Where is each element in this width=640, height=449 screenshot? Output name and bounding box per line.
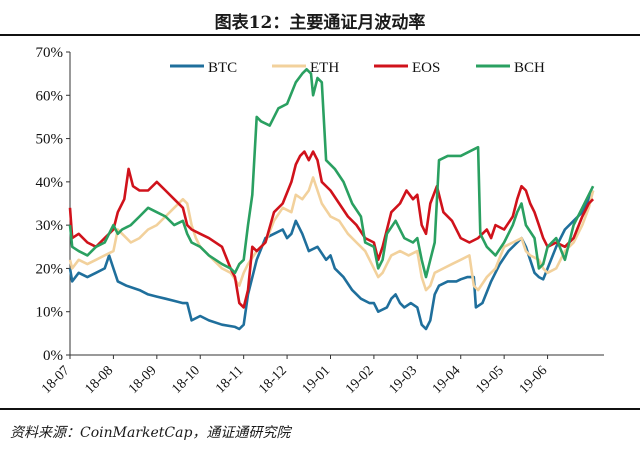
x-tick-label: 18-12 (256, 363, 290, 397)
y-tick-label: 70% (36, 45, 64, 61)
y-tick-label: 20% (36, 261, 64, 277)
x-tick-label: 19-05 (473, 363, 507, 397)
chart-title: 图表12：主要通证月波动率 (214, 13, 426, 33)
legend-label-eos: EOS (412, 60, 440, 76)
x-tick-label: 18-09 (126, 363, 160, 397)
x-tick-label: 19-04 (430, 363, 464, 397)
y-tick-label: 50% (36, 132, 64, 148)
y-tick-label: 10% (36, 305, 64, 321)
x-tick-label: 18-10 (169, 363, 203, 397)
chart-lines (68, 68, 595, 331)
legend-label-btc: BTC (208, 60, 237, 76)
x-tick-label: 19-03 (386, 363, 420, 397)
y-tick-label: 0% (43, 348, 63, 364)
y-tick-label: 60% (36, 88, 64, 104)
series-line-btc (68, 189, 595, 331)
x-tick-label: 19-02 (343, 363, 377, 397)
x-tick-label: 19-01 (300, 363, 334, 397)
chart-axes: 0% 10% 20% 30% 40% 50% 60% 70% 18-07 18-08 18-09 18… (36, 45, 604, 397)
x-tick-label: 19-06 (517, 363, 551, 397)
line-chart: 0% 10% 20% 30% 40% 50% 60% 70% 18-07 18-08 18-09 18… (36, 45, 604, 397)
source-divider (0, 408, 640, 410)
chart-legend: BTC ETH EOS BCH (170, 60, 545, 76)
source-note: 资料来源：CoinMarketCap，通证通研究院 (10, 425, 291, 441)
x-tick-label: 18-11 (213, 363, 246, 396)
legend-label-bch: BCH (514, 60, 545, 76)
x-tick-label: 18-07 (39, 363, 73, 397)
series-line-bch (68, 68, 595, 279)
y-tick-label: 30% (36, 218, 64, 234)
title-divider (0, 34, 640, 36)
legend-label-eth: ETH (310, 60, 339, 76)
series-line-eos (68, 150, 595, 309)
series-line-eth (68, 176, 595, 292)
y-tick-label: 40% (36, 175, 64, 191)
x-tick-label: 18-08 (83, 363, 117, 397)
